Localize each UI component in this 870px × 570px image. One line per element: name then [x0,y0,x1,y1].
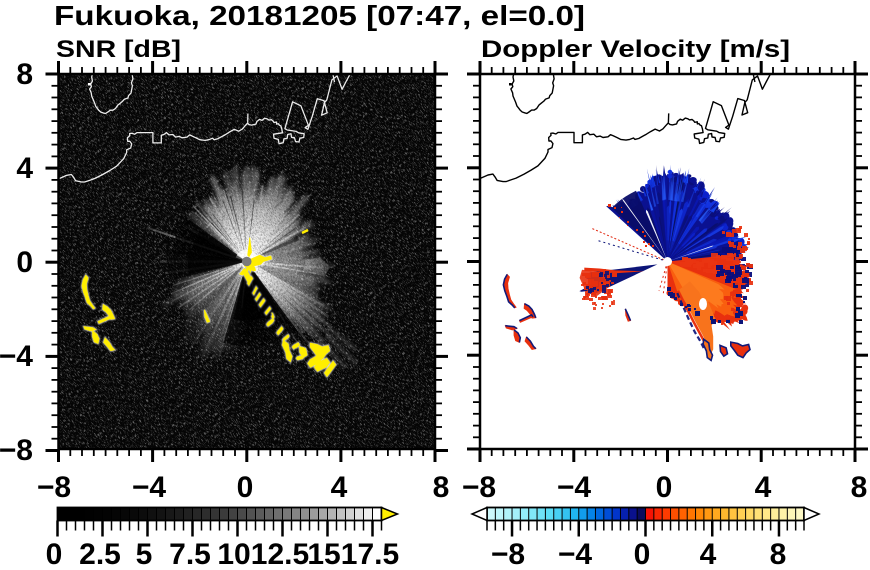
svg-text:4: 4 [331,471,348,504]
svg-text:−4: −4 [558,538,593,570]
svg-text:10: 10 [217,538,250,570]
svg-text:0: 0 [237,471,254,504]
svg-text:8: 8 [851,471,868,504]
svg-text:Doppler Velocity [m/s]: Doppler Velocity [m/s] [481,36,790,63]
svg-text:0: 0 [634,538,651,570]
svg-text:15: 15 [307,538,340,570]
svg-text:−4: −4 [557,471,592,504]
svg-text:8: 8 [770,538,787,570]
svg-text:0: 0 [46,538,63,570]
svg-text:0: 0 [16,246,33,279]
svg-text:Fukuoka, 20181205 [07:47, el=0: Fukuoka, 20181205 [07:47, el=0.0] [54,0,585,31]
svg-text:12.5: 12.5 [251,538,309,570]
svg-text:SNR [dB]: SNR [dB] [56,36,181,63]
svg-text:4: 4 [700,538,717,570]
svg-text:2.5: 2.5 [79,538,121,570]
svg-text:−8: −8 [462,471,496,504]
svg-text:4: 4 [16,152,33,185]
svg-text:−4: −4 [0,340,33,373]
svg-text:0: 0 [656,471,673,504]
svg-text:−4: −4 [132,471,167,504]
svg-text:−8: −8 [0,434,33,467]
svg-text:8: 8 [16,58,33,91]
svg-text:−8: −8 [37,471,71,504]
svg-text:5: 5 [136,538,153,570]
svg-text:8: 8 [433,471,450,504]
svg-text:−8: −8 [491,538,525,570]
svg-text:4: 4 [755,471,772,504]
svg-text:17.5: 17.5 [341,538,399,570]
svg-text:7.5: 7.5 [169,538,211,570]
